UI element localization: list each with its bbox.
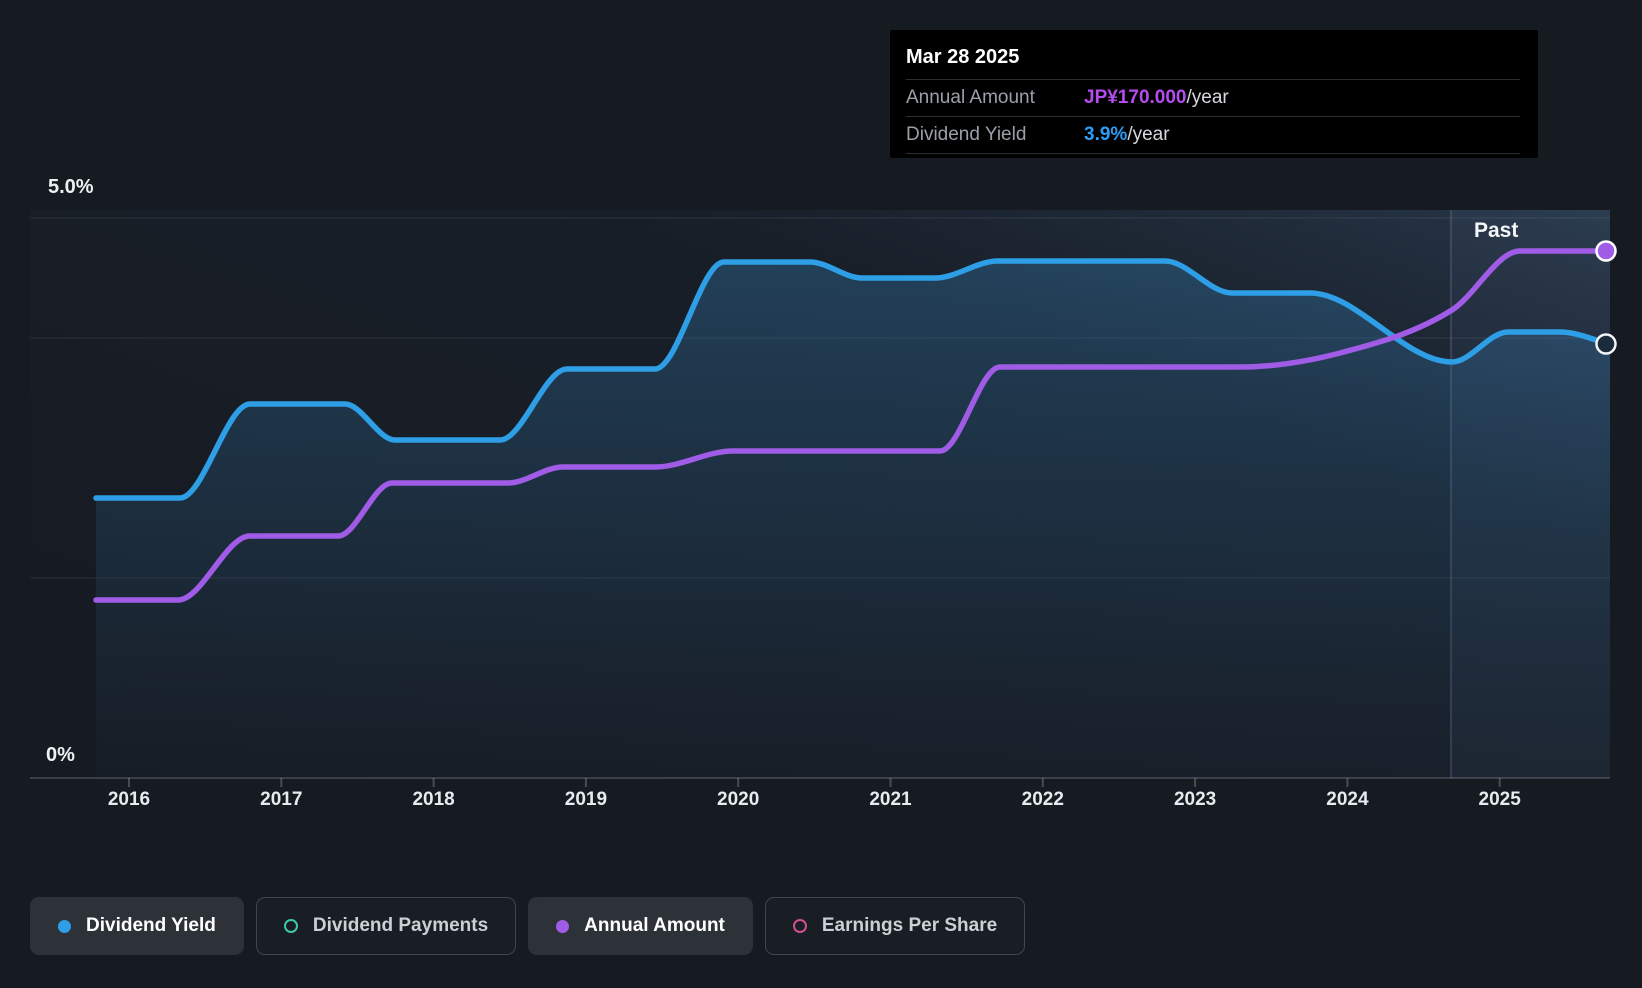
- legend: Dividend Yield Dividend Payments Annual …: [30, 897, 1026, 955]
- legend-label: Dividend Payments: [312, 915, 489, 936]
- legend-button-annual-amount[interactable]: Annual Amount: [528, 897, 753, 955]
- y-axis-label-min: 0%: [46, 744, 75, 766]
- dividend-payments-ring-icon: [283, 919, 298, 933]
- chart-tooltip: Mar 28 2025 Annual Amount JP¥170.000 /ye…: [890, 30, 1538, 158]
- x-axis-year-label: 2017: [260, 789, 303, 810]
- dividend-yield-end-dot: [1595, 333, 1617, 355]
- x-axis-year-label: 2023: [1173, 789, 1217, 810]
- series-lines: [93, 240, 1617, 778]
- dividend-yield-area: [96, 261, 1610, 778]
- x-axis-year-label: 2018: [412, 789, 455, 810]
- tooltip-date: Mar 28 2025: [906, 46, 1020, 68]
- dividend-yield-dot-icon: [58, 919, 71, 933]
- dividend-yield-line: [93, 258, 1613, 501]
- annual-amount-end-dot: [1595, 240, 1617, 262]
- x-axis-year-label: 2016: [107, 789, 151, 810]
- legend-button-earnings-per-share[interactable]: Earnings Per Share: [764, 897, 1026, 955]
- tooltip-label: Annual Amount: [906, 87, 1035, 108]
- annual-amount-dot-icon: [556, 919, 570, 933]
- legend-label: Earnings Per Share: [821, 915, 998, 936]
- annual-amount-line: [93, 248, 1613, 603]
- x-axis-year-label: 2022: [1021, 789, 1064, 810]
- tooltip-value: JP¥170.000: [1084, 87, 1187, 108]
- tooltip-label: Dividend Yield: [906, 124, 1027, 145]
- legend-button-dividend-yield[interactable]: Dividend Yield: [30, 897, 244, 955]
- x-axis-year-label: 2024: [1326, 789, 1369, 810]
- tooltip-suffix: /year: [1186, 87, 1229, 108]
- tooltip-row-annual-amount: Annual Amount JP¥170.000 /year: [906, 79, 1520, 116]
- tooltip-row-dividend-yield: Dividend Yield 3.9% /year: [906, 116, 1520, 154]
- tooltip-suffix: /year: [1127, 124, 1170, 145]
- x-axis-year-label: 2019: [564, 789, 608, 810]
- x-axis-year-label: 2025: [1478, 789, 1521, 810]
- tooltip-value: 3.9%: [1084, 124, 1128, 145]
- y-axis-label-max: 5.0%: [48, 176, 94, 198]
- earnings-per-share-ring-icon: [792, 919, 807, 933]
- legend-label: Annual Amount: [584, 915, 725, 936]
- x-axis-year-label: 2021: [869, 789, 912, 810]
- legend-label: Dividend Yield: [86, 915, 216, 936]
- past-label: Past: [1474, 219, 1519, 242]
- x-axis-year-label: 2020: [717, 789, 760, 810]
- legend-button-dividend-payments[interactable]: Dividend Payments: [255, 897, 517, 955]
